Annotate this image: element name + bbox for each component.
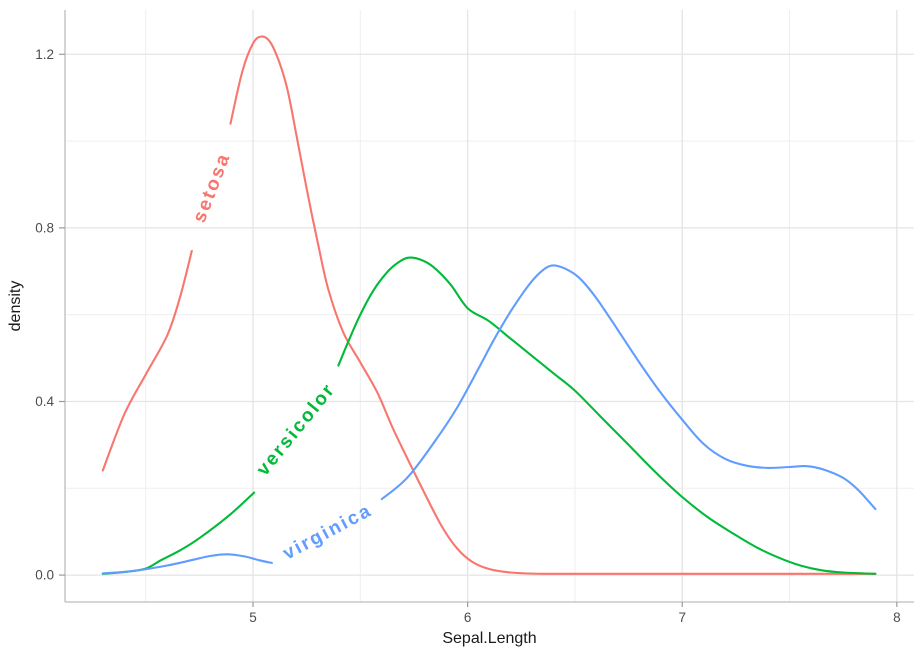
- y-tick-label: 0.8: [35, 220, 54, 235]
- virginica-curve-segment-1: [101, 553, 273, 575]
- x-tick-label: 7: [678, 610, 686, 625]
- x-tick-label: 6: [464, 610, 472, 625]
- x-axis-title: Sepal.Length: [442, 630, 536, 647]
- versicolor-curve-label: versicolor: [253, 379, 340, 480]
- y-tick-label: 0.4: [35, 394, 54, 409]
- x-tick-label: 8: [893, 610, 901, 625]
- versicolor-curve-segment-1: [101, 491, 256, 575]
- y-tick-label: 1.2: [35, 47, 54, 62]
- x-tick-label: 5: [249, 610, 257, 625]
- y-axis-title: density: [7, 281, 24, 332]
- virginica-curve-label: virginica: [280, 500, 376, 565]
- setosa-curve-label: setosa: [189, 150, 235, 226]
- versicolor-curve-segment-2: [337, 256, 877, 575]
- setosa-curve-segment-1: [101, 249, 193, 472]
- virginica-curve-segment-2: [380, 264, 877, 511]
- setosa-curve-segment-2: [229, 35, 877, 575]
- y-tick-label: 0.0: [35, 568, 54, 583]
